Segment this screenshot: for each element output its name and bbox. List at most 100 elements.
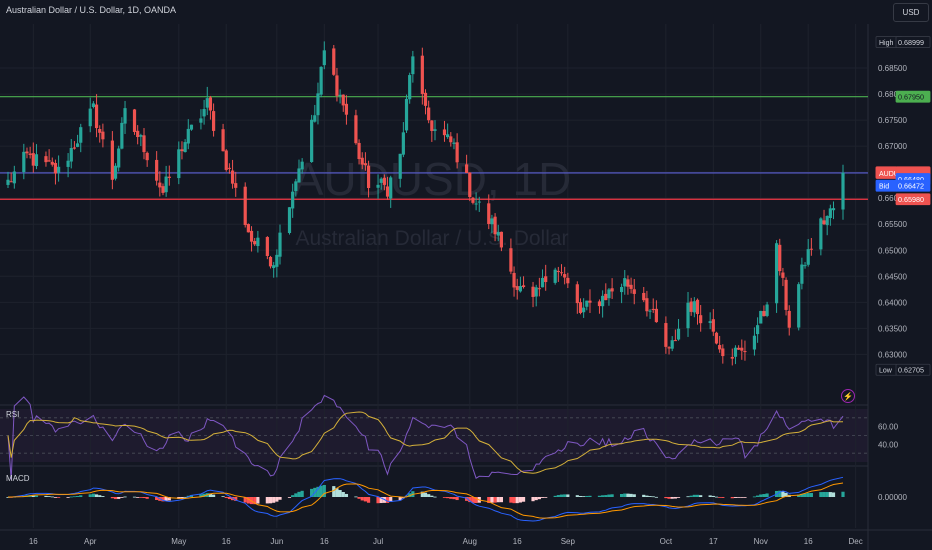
price-tag-box	[895, 90, 931, 103]
macd-histogram-bar	[120, 497, 124, 498]
candle-body	[79, 127, 83, 143]
candle-body	[246, 224, 250, 233]
price-tick-label: 0.65500	[878, 220, 907, 229]
macd-histogram-bar	[278, 497, 282, 500]
candle-body	[841, 172, 845, 210]
candle-body	[468, 172, 472, 198]
time-tick-label: Apr	[84, 537, 97, 546]
macd-histogram-bar	[66, 497, 70, 498]
candle-body	[831, 208, 836, 211]
candle-body	[762, 311, 766, 317]
macd-histogram-bar	[752, 496, 757, 498]
candle-body	[585, 300, 589, 307]
macd-histogram-bar	[132, 496, 137, 498]
macd-histogram-bar	[828, 492, 832, 497]
candle-body	[300, 161, 304, 170]
macd-label: MACD	[6, 474, 30, 483]
candle-body	[376, 184, 380, 188]
macd-histogram-bar	[183, 496, 187, 498]
candle-body	[202, 109, 206, 117]
candle-body	[423, 92, 428, 106]
price-tag-label: Bid	[879, 184, 889, 191]
macd-histogram-bar	[537, 497, 541, 500]
candle-body	[676, 328, 681, 340]
candle-body	[455, 142, 459, 163]
candle-body	[512, 272, 516, 288]
macd-histogram-bar	[423, 492, 428, 497]
macd-histogram-bar	[759, 494, 763, 497]
candle-body	[297, 168, 301, 183]
macd-histogram-bar	[297, 491, 301, 497]
candle-body	[110, 140, 114, 180]
price-tag-value: 0.68999	[898, 38, 924, 47]
macd-histogram-bar	[714, 496, 719, 498]
candle-body	[139, 135, 143, 137]
candle-body	[322, 50, 326, 66]
candle-body	[531, 286, 535, 297]
macd-histogram-bar	[57, 497, 61, 498]
candle-body	[578, 302, 583, 313]
price-tick-label: 0.67500	[878, 116, 907, 125]
candle-body	[629, 284, 633, 289]
price-tag-value: 0.66480	[898, 175, 924, 184]
candle-body	[221, 129, 225, 152]
macd-histogram-bar	[234, 497, 238, 501]
candle-body	[275, 254, 279, 267]
candle-body	[778, 244, 782, 272]
macd-histogram-bar	[654, 496, 658, 498]
macd-histogram-bar	[79, 495, 83, 497]
macd-histogram-bar	[648, 496, 652, 497]
candle-body	[313, 115, 317, 122]
candle-body	[765, 304, 769, 316]
candle-body	[759, 310, 763, 324]
macd-histogram-bar	[784, 492, 788, 497]
candle-body	[408, 75, 412, 100]
macd-histogram-bar	[253, 497, 257, 505]
candle-body	[249, 230, 254, 242]
macd-histogram-bar	[354, 496, 358, 498]
time-tick-label: Jul	[373, 537, 383, 546]
macd-histogram-bar	[822, 492, 826, 497]
candle-body	[664, 323, 668, 347]
candle-body	[398, 153, 402, 179]
candle-body	[180, 149, 184, 152]
time-tick-label: 16	[320, 537, 329, 546]
candle-body	[120, 122, 124, 149]
candle-body	[487, 203, 491, 224]
candle-body	[825, 215, 829, 226]
candle-body	[291, 191, 295, 209]
candle-body	[521, 285, 526, 288]
macd-histogram-bar	[117, 497, 121, 499]
macd-histogram-bar	[737, 497, 741, 498]
macd-histogram-bar	[430, 495, 434, 497]
macd-histogram-bar	[208, 493, 213, 497]
candle-body	[47, 160, 51, 162]
candle-body	[623, 278, 627, 287]
lightning-icon[interactable]: ⚡	[841, 389, 855, 403]
price-tick-label: 0.68500	[878, 64, 907, 73]
macd-histogram-bar	[433, 496, 437, 498]
candle-body	[161, 186, 165, 193]
macd-histogram-bar	[515, 497, 519, 504]
candle-body	[344, 103, 349, 115]
candle-body	[94, 104, 99, 129]
candle-body	[654, 308, 658, 323]
rsi-tick-label: 60.00	[878, 423, 899, 432]
candle-body	[430, 120, 434, 131]
macd-histogram-bar	[189, 494, 194, 497]
candle-body	[319, 66, 323, 95]
macd-histogram-bar	[408, 493, 412, 497]
macd-histogram-bar	[452, 497, 456, 500]
candle-body	[626, 279, 630, 287]
candle-body	[427, 107, 431, 121]
macd-histogram-bar	[446, 497, 450, 499]
candle-body	[686, 302, 690, 329]
candle-body	[66, 160, 70, 167]
candle-body	[699, 315, 703, 324]
time-tick-label: Oct	[660, 537, 673, 546]
currency-button[interactable]: USD	[893, 3, 929, 22]
price-tag-box	[895, 363, 931, 376]
macd-histogram-bar	[341, 492, 345, 497]
price-tick-label: 0.64000	[878, 298, 907, 307]
